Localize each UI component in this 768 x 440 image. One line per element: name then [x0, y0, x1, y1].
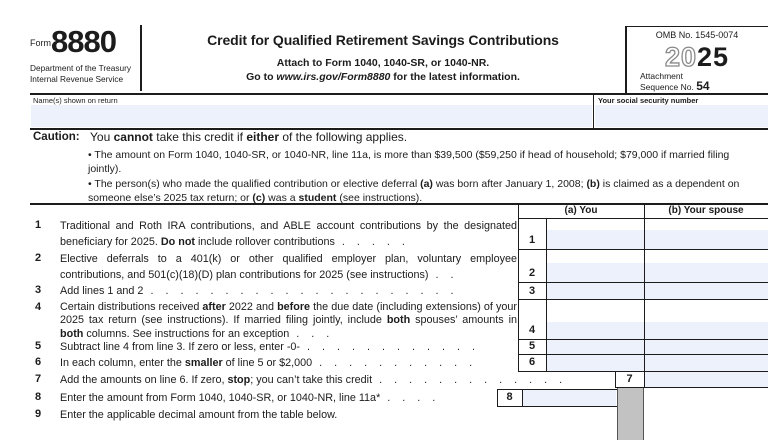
line5-box-number: 5	[528, 340, 536, 352]
line-8-number: 8	[35, 391, 42, 403]
line-1-number: 1	[35, 219, 42, 231]
form-word: Form	[30, 38, 51, 48]
tax-year: 2025	[626, 42, 768, 72]
column-ab-divider	[644, 204, 645, 387]
line3-spouse-input[interactable]	[645, 283, 768, 299]
table-border	[518, 371, 768, 372]
line3-you-input[interactable]	[547, 283, 644, 299]
line-9-text: Enter the applicable decimal amount from…	[60, 409, 338, 421]
line6-spouse-input[interactable]	[645, 355, 768, 371]
tax-year-prefix: 20	[664, 42, 697, 72]
sequence-number: 54	[696, 79, 710, 93]
line-3-text: Add lines 1 and 2.....................	[60, 285, 466, 297]
form-number: 8880	[51, 24, 117, 59]
line-1-text: Traditional and Roth IRA contributions, …	[60, 220, 517, 248]
tax-year-suffix: 25	[697, 42, 730, 72]
line2-spouse-input[interactable]	[645, 263, 768, 282]
sequence-label: Sequence No.	[640, 82, 697, 92]
line1-you-input[interactable]	[547, 230, 644, 249]
line1-box-number: 1	[528, 234, 536, 246]
line7-box-left-border	[615, 371, 616, 387]
line-5-text: Subtract line 4 from line 3. If zero or …	[60, 341, 488, 353]
line-4-number: 4	[35, 301, 42, 313]
caution-intro: You cannot take this credit if either of…	[90, 130, 408, 144]
line7-bottom-border	[615, 387, 768, 388]
header-divider-right	[625, 26, 627, 93]
line8-agi-input[interactable]	[523, 390, 616, 406]
line-6-number: 6	[35, 356, 42, 368]
line8-box-right-border	[522, 389, 523, 406]
line-2-text: Elective deferrals to a 401(k) or other …	[60, 253, 517, 281]
attachment-word: Attachment	[640, 71, 683, 81]
line-5-number: 5	[35, 340, 42, 352]
dept-line-1: Department of the Treasury	[30, 63, 131, 73]
caution-bottom-rule	[30, 203, 768, 205]
table-left-border	[518, 204, 519, 372]
name-input[interactable]	[31, 105, 592, 127]
form-number-block: Form8880 Department of the Treasury Inte…	[30, 24, 138, 84]
line7-total-input[interactable]	[645, 372, 768, 387]
line6-you-input[interactable]	[547, 355, 644, 371]
column-header-spouse: (b) Your spouse	[668, 205, 744, 216]
line4-box-number: 4	[528, 324, 536, 336]
name-ssn-divider	[593, 93, 594, 128]
line6-box-number: 6	[528, 356, 536, 368]
line-9-number: 9	[35, 408, 42, 420]
form-title-block: Credit for Qualified Retirement Savings …	[142, 26, 624, 83]
omb-block: OMB No. 1545-0074 2025 Attachment Sequen…	[626, 26, 768, 92]
table-border	[518, 282, 768, 283]
ssn-input[interactable]	[595, 105, 768, 127]
dept-line-2: Internal Revenue Service	[30, 73, 124, 84]
caution-label: Caution:	[33, 131, 80, 143]
line5-you-input[interactable]	[547, 340, 644, 354]
line-3-number: 3	[35, 284, 42, 296]
line2-you-input[interactable]	[547, 263, 644, 282]
line-2-number: 2	[35, 252, 42, 264]
omb-number: OMB No. 1545-0074	[655, 30, 739, 40]
line8-box-left-border	[497, 389, 498, 406]
caution-bullet-1: • The amount on Form 1040, 1040-SR, or 1…	[88, 149, 730, 175]
attachment-sequence: Attachment Sequence No. 54	[626, 71, 768, 92]
table-border	[518, 299, 768, 300]
line1-spouse-input[interactable]	[645, 230, 768, 249]
line-6-text: In each column, enter the smaller of lin…	[60, 357, 485, 369]
line7-box-number: 7	[626, 373, 633, 385]
line4-spouse-input[interactable]	[645, 322, 768, 339]
table-border	[518, 354, 768, 355]
shaded-no-entry-cell	[617, 388, 644, 440]
line8-bottom-border	[497, 406, 617, 407]
column-header-you: (a) You	[564, 205, 598, 216]
table-border	[518, 249, 768, 250]
line3-box-number: 3	[528, 285, 536, 297]
goto-instruction: Go to www.irs.gov/Form8880 for the lates…	[246, 71, 520, 83]
line-8-text: Enter the amount from Form 1040, 1040-SR…	[60, 392, 448, 404]
name-label: Name(s) shown on return	[33, 96, 118, 105]
form-title: Credit for Qualified Retirement Savings …	[207, 32, 559, 48]
line4-you-input[interactable]	[547, 322, 644, 339]
number-column-border	[546, 218, 547, 372]
line-7-text: Add the amounts on line 6. If zero, stop…	[60, 374, 575, 386]
line-4-text: Certain distributions received after 202…	[60, 301, 517, 340]
header-top-rule	[625, 26, 768, 27]
ssn-label: Your social security number	[598, 96, 699, 105]
attach-instruction: Attach to Form 1040, 1040-SR, or 1040-NR…	[276, 57, 490, 69]
line8-top-border	[497, 389, 617, 390]
header-bottom-rule	[30, 93, 768, 95]
header-divider-left	[140, 25, 142, 91]
table-border	[518, 339, 768, 340]
caution-bullet-2: • The person(s) who made the qualified c…	[88, 178, 740, 204]
line-7-number: 7	[35, 373, 42, 385]
name-row-bottom-rule	[30, 128, 768, 130]
line5-spouse-input[interactable]	[645, 340, 768, 354]
line2-box-number: 2	[528, 267, 536, 279]
table-border	[518, 218, 768, 219]
line8-box-number: 8	[506, 391, 513, 403]
